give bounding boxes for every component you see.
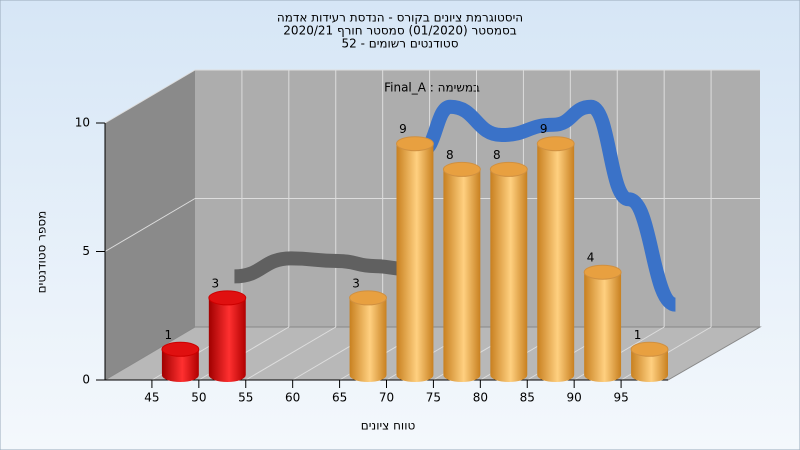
bar	[490, 169, 528, 382]
x-tick-label: 60	[285, 391, 300, 405]
x-tick-label: 50	[191, 391, 206, 405]
x-tick-label: 75	[426, 391, 441, 405]
title: היסטוגרמת ציונים בקורס - הנדסת רעידות אד…	[277, 11, 523, 51]
bar-top	[396, 136, 434, 152]
x-tick-label: 95	[613, 391, 628, 405]
trend-line	[234, 251, 404, 284]
x-tick-label: 85	[520, 391, 535, 405]
x-tick-label: 55	[238, 391, 253, 405]
value-label: 9	[540, 122, 548, 136]
bar	[161, 349, 199, 382]
x-tick-label: 80	[473, 391, 488, 405]
title-line: סטודנטים רשומים - 52	[341, 37, 458, 51]
value-label: 3	[211, 276, 219, 290]
value-label: 4	[587, 251, 595, 265]
bar-top	[489, 161, 528, 177]
y-tick-label: 5	[82, 244, 90, 258]
bar-top	[349, 290, 387, 306]
bar-top	[208, 290, 247, 306]
title-line: בסמסטר (01/2020) סמסטר חורף 2020/21	[283, 24, 516, 38]
bar	[537, 143, 575, 382]
bar	[208, 297, 246, 382]
grid-line	[245, 326, 337, 381]
y-tick-label: 10	[75, 116, 90, 130]
bar	[443, 169, 481, 382]
series-label: Final_A : במשימה	[384, 81, 480, 95]
y-axis-label: מספר סטודנטים	[35, 211, 49, 294]
x-axis-label: טווח ציונים	[361, 419, 416, 433]
bar	[396, 143, 434, 382]
grid-line	[104, 198, 196, 252]
value-label: 3	[352, 276, 360, 290]
bar-top	[583, 264, 622, 280]
value-label: 8	[493, 148, 501, 162]
bar-top	[536, 136, 575, 152]
title-line: היסטוגרמת ציונים בקורס - הנדסת רעידות אד…	[277, 11, 523, 25]
bar	[349, 297, 387, 382]
x-tick-label: 90	[567, 391, 582, 405]
value-label: 1	[634, 328, 642, 342]
bar	[631, 349, 668, 382]
grid-line	[104, 69, 196, 124]
bar	[584, 272, 622, 382]
bar-top	[630, 341, 669, 357]
value-label: 9	[399, 122, 407, 136]
bar-top	[161, 341, 200, 357]
y-tick-label: 0	[82, 373, 90, 387]
bar-top	[442, 161, 481, 177]
x-tick-label: 45	[144, 391, 159, 405]
x-tick-label: 65	[332, 391, 347, 405]
x-tick-label: 70	[379, 391, 394, 405]
value-label: 1	[165, 328, 173, 342]
value-label: 8	[446, 148, 454, 162]
